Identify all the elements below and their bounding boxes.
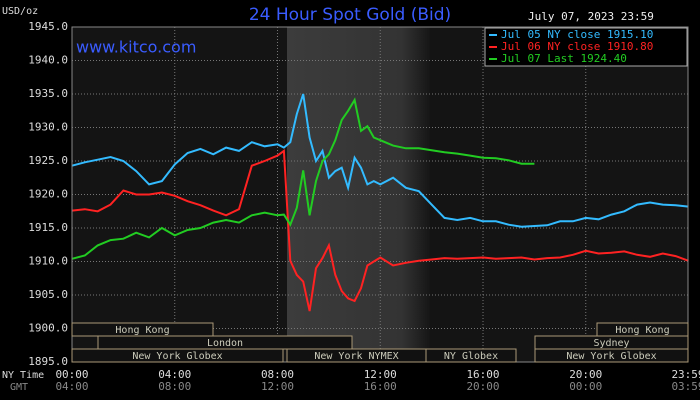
y-tick-label: 1920.0 (28, 188, 68, 201)
gmt-tick-label: 16:00 (364, 380, 397, 393)
session-bar (596, 322, 689, 337)
chart-title: 24 Hour Spot Gold (Bid) (249, 5, 451, 25)
session-bar (425, 348, 517, 363)
y-tick-label: 1945.0 (28, 20, 68, 33)
legend (484, 27, 688, 67)
legend-entry: Jul 06 NY close 1910.80 (501, 40, 653, 53)
gmt-tick-label: 12:00 (261, 380, 294, 393)
gmt-tick-label: 03:59 (671, 380, 700, 393)
x-tick-label: 00:00 (55, 368, 88, 381)
legend-entry: Jul 07 Last 1924.40 (501, 52, 627, 65)
x-tick-label: 12:00 (364, 368, 397, 381)
session-bar (71, 348, 284, 363)
session-label: New York Globex (566, 351, 656, 362)
series-line (71, 93, 689, 228)
session-label: London (207, 338, 243, 349)
x-row-label: GMT (10, 382, 28, 393)
y-tick-label: 1905.0 (28, 288, 68, 301)
y-tick-label: 1940.0 (28, 54, 68, 67)
session-label: New York Globex (132, 351, 222, 362)
series-line (71, 97, 535, 260)
y-tick-label: 1895.0 (28, 355, 68, 368)
x-tick-label: 08:00 (261, 368, 294, 381)
legend-entry: Jul 05 NY close 1915.10 (501, 28, 653, 41)
date: July 07, 2023 23:59 (528, 10, 654, 23)
gmt-tick-label: 20:00 (466, 380, 499, 393)
y-tick-label: 1930.0 (28, 121, 68, 134)
x-tick-label: 04:00 (158, 368, 191, 381)
session-label: Hong Kong (615, 325, 669, 336)
session-label: New York NYMEX (314, 351, 398, 362)
x-tick-label: 23:59 (671, 368, 700, 381)
session-bar (534, 348, 689, 363)
session-label: Sydney (593, 338, 629, 349)
x-tick-label: 20:00 (569, 368, 602, 381)
gmt-tick-label: 04:00 (55, 380, 88, 393)
y-tick-label: 1900.0 (28, 322, 68, 335)
y-tick-label: 1910.0 (28, 255, 68, 268)
website: www.kitco.com (76, 38, 196, 57)
y-tick-label: 1935.0 (28, 87, 68, 100)
y-tick-label: 1915.0 (28, 221, 68, 234)
unit-label: USD/oz (2, 6, 38, 17)
series-line (71, 149, 689, 312)
x-row-label: NY Time (2, 370, 44, 381)
gmt-tick-label: 08:00 (158, 380, 191, 393)
y-tick-label: 1925.0 (28, 154, 68, 167)
x-tick-label: 16:00 (466, 368, 499, 381)
gmt-tick-label: 00:00 (569, 380, 602, 393)
session-label: Hong Kong (115, 325, 169, 336)
session-label: NY Globex (444, 351, 498, 362)
